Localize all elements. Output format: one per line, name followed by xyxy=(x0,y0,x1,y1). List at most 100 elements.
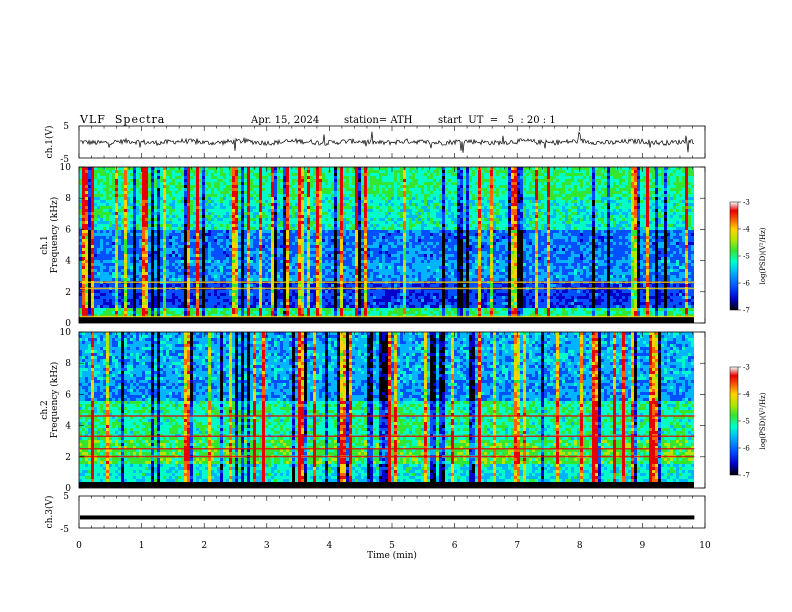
spectrogram-cell xyxy=(142,197,145,200)
spectrogram-cell xyxy=(208,245,211,248)
spectrogram-cell xyxy=(229,260,232,263)
spectrogram-cell xyxy=(232,206,235,209)
spectrogram-cell xyxy=(109,317,112,320)
spectrogram-cell xyxy=(175,209,178,212)
spectrogram-cell xyxy=(124,284,127,287)
spectrogram-cell xyxy=(277,215,280,218)
spectrogram-cell xyxy=(166,203,169,206)
spectrogram-cell xyxy=(148,257,151,260)
spectrogram-cell xyxy=(205,227,208,230)
spectrogram-cell xyxy=(235,239,238,242)
spectrogram-cell xyxy=(334,215,337,218)
spectrogram-cell xyxy=(133,206,136,209)
spectrogram-cell xyxy=(265,182,268,185)
spectrogram-cell xyxy=(292,284,295,287)
spectrogram-cell xyxy=(85,320,88,323)
spectrogram-cell xyxy=(142,221,145,224)
spectrogram-cell xyxy=(331,260,334,263)
spectrogram-cell xyxy=(154,176,157,179)
spectrogram-cell xyxy=(334,278,337,281)
spectrogram-cell xyxy=(142,215,145,218)
spectrogram-cell xyxy=(301,257,304,260)
spectrogram-cell xyxy=(355,248,358,251)
spectrogram-cell xyxy=(193,182,196,185)
spectrogram-cell xyxy=(124,194,127,197)
spectrogram-cell xyxy=(229,239,232,242)
spectrogram-cell xyxy=(211,191,214,194)
spectrogram-cell xyxy=(280,203,283,206)
spectrogram-cell xyxy=(136,248,139,251)
spectrogram-cell xyxy=(229,269,232,272)
spectrogram-cell xyxy=(313,197,316,200)
spectrogram-cell xyxy=(136,170,139,173)
spectrogram-cell xyxy=(79,308,82,311)
spectrogram-cell xyxy=(325,167,328,170)
spectrogram-cell xyxy=(163,242,166,245)
spectrogram-cell xyxy=(199,230,202,233)
spectrogram-cell xyxy=(280,254,283,257)
spectrogram-cell xyxy=(346,272,349,275)
spectrogram-cell xyxy=(358,167,361,170)
spectrogram-cell xyxy=(196,194,199,197)
spectrogram-cell xyxy=(325,308,328,311)
spectrogram-cell xyxy=(343,254,346,257)
spectrogram-cell xyxy=(124,206,127,209)
spectrogram-cell xyxy=(214,296,217,299)
spectrogram-cell xyxy=(283,311,286,314)
spectrogram-cell xyxy=(301,266,304,269)
spectrogram-cell xyxy=(331,200,334,203)
spectrogram-cell xyxy=(160,227,163,230)
spectrogram-cell xyxy=(271,176,274,179)
spectrogram-cell xyxy=(190,284,193,287)
spectrogram-cell xyxy=(226,308,229,311)
spectrogram-cell xyxy=(124,248,127,251)
spectrogram-cell xyxy=(316,227,319,230)
spectrogram-cell xyxy=(271,257,274,260)
spectrogram-cell xyxy=(229,302,232,305)
spectrogram-cell xyxy=(130,242,133,245)
spectrogram-cell xyxy=(154,311,157,314)
spectrogram-cell xyxy=(307,269,310,272)
spectrogram-cell xyxy=(274,221,277,224)
spectrogram-cell xyxy=(220,263,223,266)
spectrogram-cell xyxy=(103,212,106,215)
spectrogram-cell xyxy=(274,308,277,311)
spectrogram-cell xyxy=(106,296,109,299)
spectrogram-cell xyxy=(250,305,253,308)
spectrogram-cell xyxy=(130,263,133,266)
spectrogram-cell xyxy=(187,296,190,299)
spectrogram-cell xyxy=(223,269,226,272)
spectrogram-cell xyxy=(274,272,277,275)
spectrogram-cell xyxy=(259,269,262,272)
spectrogram-cell xyxy=(166,308,169,311)
spectrogram-cell xyxy=(304,167,307,170)
spectrogram-cell xyxy=(232,227,235,230)
spectrogram-cell xyxy=(253,170,256,173)
spectrogram-cell xyxy=(208,239,211,242)
spectrogram-cell xyxy=(340,194,343,197)
spectrogram-cell xyxy=(82,260,85,263)
spectrogram-cell xyxy=(157,206,160,209)
spectrogram-cell xyxy=(244,182,247,185)
spectrogram-cell xyxy=(133,272,136,275)
spectrogram-cell xyxy=(166,293,169,296)
spectrogram-cell xyxy=(286,221,289,224)
spectrogram-cell xyxy=(187,320,190,323)
spectrogram-cell xyxy=(154,266,157,269)
ch1-waveform-line xyxy=(79,131,694,153)
spectrogram-cell xyxy=(283,170,286,173)
spectrogram-cell xyxy=(331,209,334,212)
spectrogram-cell xyxy=(277,170,280,173)
spectrogram-cell xyxy=(232,173,235,176)
spectrogram-cell xyxy=(106,242,109,245)
spectrogram-cell xyxy=(202,194,205,197)
spectrogram-cell xyxy=(316,200,319,203)
spectrogram-cell xyxy=(205,236,208,239)
spectrogram-cell xyxy=(253,230,256,233)
spectrogram-cell xyxy=(340,233,343,236)
spectrogram-cell xyxy=(184,269,187,272)
spectrogram-cell xyxy=(325,263,328,266)
spectrogram-cell xyxy=(148,182,151,185)
spectrogram-cell xyxy=(145,308,148,311)
spectrogram-cell xyxy=(151,245,154,248)
